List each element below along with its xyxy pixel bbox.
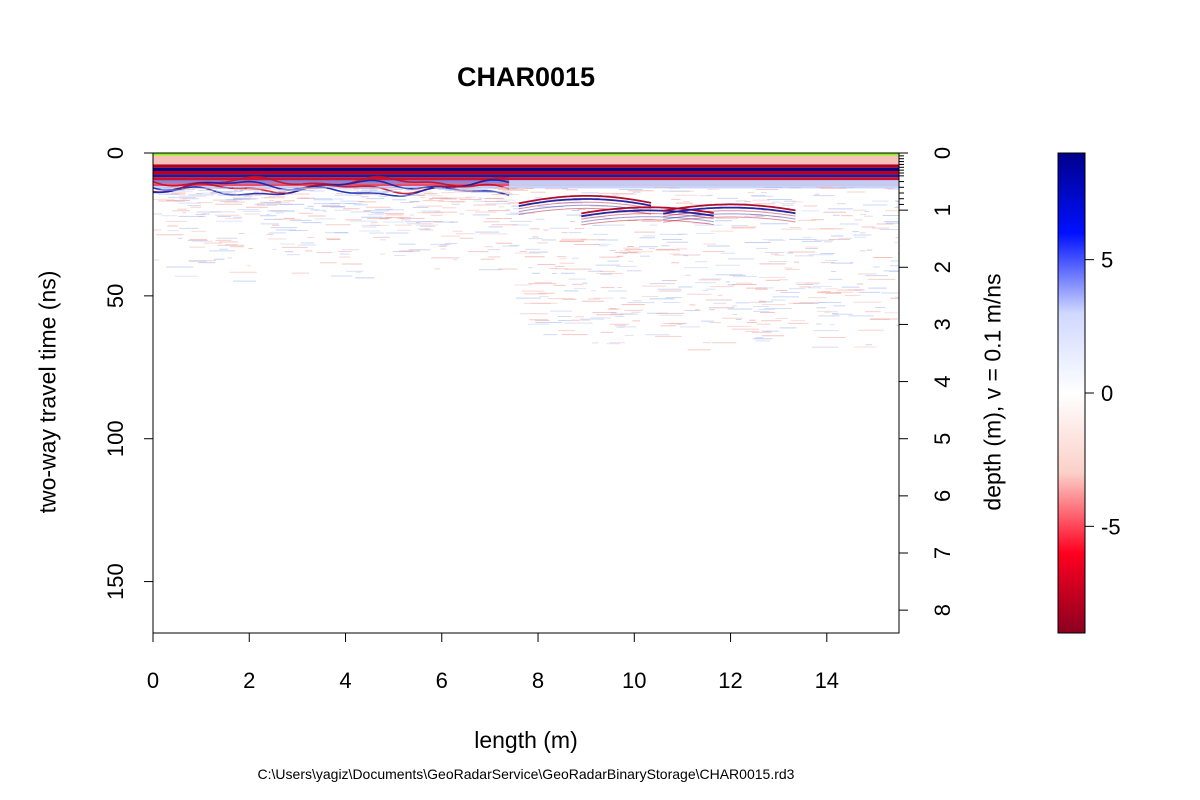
direct-wave-band — [509, 180, 899, 188]
hyperbola-reflection — [581, 213, 714, 220]
hyperbola-reflection — [581, 219, 714, 226]
x-tick-label: 8 — [532, 668, 544, 693]
x-tick-label: 4 — [339, 668, 351, 693]
direct-wave-band — [153, 177, 899, 181]
y-tick-label-depth: 8 — [930, 604, 955, 616]
y-axis-label-time: two-way travel time (ns) — [34, 270, 61, 514]
y-tick-label-depth: 7 — [930, 547, 955, 559]
radargram-image — [152, 152, 899, 633]
y-tick-label-depth: 4 — [930, 375, 955, 387]
direct-wave-band — [153, 174, 899, 178]
colorbar-gradient — [1057, 152, 1086, 634]
hyperbola-reflection — [581, 209, 714, 218]
file-path-caption: C:\Users\yagiz\Documents\GeoRadarService… — [257, 766, 795, 782]
y-tick-label-depth: 2 — [930, 261, 955, 273]
x-tick-label: 0 — [147, 668, 159, 693]
colorbar-tick-label: -5 — [1101, 514, 1121, 539]
hyperbola-reflection — [663, 216, 796, 223]
hyperbola-reflection — [518, 198, 652, 207]
colorbar-tick-label: 5 — [1101, 248, 1113, 273]
direct-wave-ripple — [152, 182, 510, 195]
y-tick-label-time: 100 — [103, 420, 128, 457]
direct-wave-band — [153, 167, 899, 171]
hyperbola-reflection — [663, 213, 796, 220]
y-tick-label-depth: 5 — [930, 433, 955, 445]
y-axis-label-depth: depth (m), v = 0.1 m/ns — [979, 273, 1006, 511]
hyperbola-reflection — [518, 195, 652, 205]
y-tick-label-depth: 1 — [930, 204, 955, 216]
air-wave-band — [153, 154, 899, 165]
y-tick-label-depth: 3 — [930, 318, 955, 330]
direct-wave-band — [153, 171, 899, 175]
y-tick-label-time: 150 — [103, 563, 128, 600]
y-tick-label-time: 0 — [103, 147, 128, 159]
y-tick-label-depth: 0 — [930, 147, 955, 159]
colorbar: -5 0 5 — [1057, 152, 1121, 634]
direct-wave-band — [153, 164, 899, 168]
x-tick-label: 10 — [622, 668, 646, 693]
hyperbola-reflection — [518, 201, 652, 210]
hyperbola-reflection — [581, 216, 714, 223]
hyperbola-reflection — [663, 203, 796, 212]
x-tick-label: 6 — [436, 668, 448, 693]
x-tick-label: 2 — [243, 668, 255, 693]
y-tick-label-depth: 6 — [930, 490, 955, 502]
chart-title: CHAR0015 — [456, 62, 596, 92]
x-tick-label: 14 — [815, 668, 839, 693]
hyperbola-reflection — [663, 206, 796, 215]
hyperbola-reflection — [663, 210, 796, 217]
x-tick-label: 12 — [718, 668, 742, 693]
colorbar-tick-label: 0 — [1101, 381, 1113, 406]
y-tick-label-time: 50 — [103, 284, 128, 308]
x-axis-label: length (m) — [474, 727, 578, 753]
